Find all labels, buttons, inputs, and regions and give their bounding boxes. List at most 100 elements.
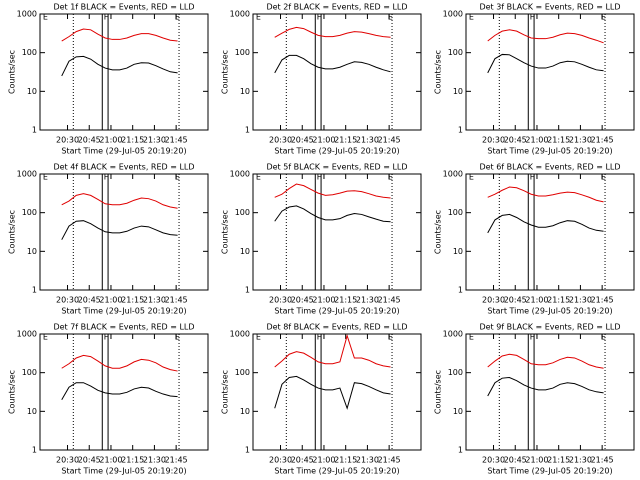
x-tick-label: 20:30 <box>269 136 292 145</box>
y-tick-label: 10 <box>27 87 37 96</box>
x-tick-label: 20:45 <box>291 136 314 145</box>
x-axis-label: Start Time (29-Jul-05 20:19:20) <box>61 467 186 476</box>
series-line <box>274 26 391 38</box>
chart-title: Det 3f BLACK = Events, RED = LLD <box>479 3 620 12</box>
y-tick-label: 1000 <box>443 170 463 179</box>
event-label: F <box>530 173 535 182</box>
x-tick-label: 20:30 <box>56 136 79 145</box>
x-tick-label: 21:15 <box>121 136 144 145</box>
chart-title: Det 5f BLACK = Events, RED = LLD <box>266 163 407 172</box>
event-label: E <box>43 173 48 182</box>
x-tick-label: 21:15 <box>334 136 357 145</box>
x-tick-label: 20:30 <box>269 456 292 465</box>
x-tick-label: 20:45 <box>78 136 101 145</box>
event-label: F <box>104 173 109 182</box>
event-label: F <box>104 13 109 22</box>
x-tick-label: 20:45 <box>291 456 314 465</box>
y-axis-label: Counts/sec <box>434 50 443 94</box>
x-tick-label: 21:45 <box>378 456 401 465</box>
y-axis-label: Counts/sec <box>8 50 17 94</box>
event-label: E <box>43 13 48 22</box>
event-label: E <box>256 13 261 22</box>
series-line <box>274 54 391 74</box>
event-label: E <box>469 13 474 22</box>
event-label: E <box>388 333 393 342</box>
y-tick-label: 100 <box>235 368 250 377</box>
plot-frame <box>39 13 209 131</box>
y-tick-label: 1000 <box>17 10 37 19</box>
y-tick-label: 1 <box>32 446 37 455</box>
y-tick-label: 1 <box>458 126 463 135</box>
event-label: E <box>175 333 180 342</box>
x-tick-label: 21:00 <box>525 456 548 465</box>
event-label: F <box>317 173 322 182</box>
chart-title: Det 7f BLACK = Events, RED = LLD <box>53 323 194 332</box>
y-tick-label: 1 <box>458 446 463 455</box>
y-tick-label: 100 <box>448 48 463 57</box>
plot-frame <box>465 13 635 131</box>
x-tick-label: 21:30 <box>356 456 379 465</box>
chart-title: Det 9f BLACK = Events, RED = LLD <box>479 323 620 332</box>
plot-frame <box>39 173 209 291</box>
plot-frame <box>465 173 635 291</box>
x-tick-label: 20:30 <box>56 456 79 465</box>
event-label: F <box>530 13 535 22</box>
x-tick-label: 21:30 <box>143 456 166 465</box>
x-tick-label: 21:30 <box>143 136 166 145</box>
y-tick-label: 1000 <box>17 330 37 339</box>
x-tick-label: 21:00 <box>525 136 548 145</box>
x-tick-label: 21:00 <box>99 136 122 145</box>
series-line <box>487 376 604 397</box>
y-tick-label: 100 <box>22 48 37 57</box>
event-label: E <box>388 13 393 22</box>
y-axis-label: Counts/sec <box>221 370 230 414</box>
y-tick-label: 1 <box>32 126 37 135</box>
event-label: E <box>601 333 606 342</box>
y-tick-label: 10 <box>27 407 37 416</box>
y-tick-label: 100 <box>235 48 250 57</box>
series-line <box>61 220 178 240</box>
plot-frame <box>465 333 635 451</box>
x-tick-label: 20:45 <box>504 136 527 145</box>
x-tick-label: 21:00 <box>312 136 335 145</box>
series-line <box>487 186 604 203</box>
event-label: E <box>469 173 474 182</box>
x-tick-label: 21:30 <box>569 456 592 465</box>
x-tick-label: 21:00 <box>312 296 335 305</box>
x-tick-label: 21:30 <box>143 296 166 305</box>
series-line <box>487 53 604 74</box>
x-tick-label: 21:15 <box>547 456 570 465</box>
x-tick-label: 21:15 <box>121 456 144 465</box>
x-tick-label: 21:45 <box>165 456 188 465</box>
x-axis-label: Start Time (29-Jul-05 20:19:20) <box>487 307 612 316</box>
y-tick-label: 1 <box>32 286 37 295</box>
y-tick-label: 1000 <box>443 330 463 339</box>
x-tick-label: 21:45 <box>591 296 614 305</box>
y-tick-label: 1000 <box>230 10 250 19</box>
y-tick-label: 10 <box>240 407 250 416</box>
y-tick-label: 10 <box>27 247 37 256</box>
y-tick-label: 1 <box>245 446 250 455</box>
x-tick-label: 20:45 <box>504 456 527 465</box>
series-line <box>487 29 604 44</box>
x-tick-label: 20:45 <box>78 456 101 465</box>
event-label: E <box>256 333 261 342</box>
y-tick-label: 100 <box>235 208 250 217</box>
x-tick-label: 21:30 <box>569 296 592 305</box>
x-tick-label: 21:45 <box>378 296 401 305</box>
x-tick-label: 20:30 <box>269 296 292 305</box>
y-axis-label: Counts/sec <box>434 370 443 414</box>
event-label: E <box>469 333 474 342</box>
plot-frame <box>39 333 209 451</box>
y-tick-label: 10 <box>240 247 250 256</box>
series-line <box>61 193 178 209</box>
y-tick-label: 1 <box>458 286 463 295</box>
x-tick-label: 20:30 <box>482 456 505 465</box>
chart-title: Det 6f BLACK = Events, RED = LLD <box>479 163 620 172</box>
chart-title: Det 2f BLACK = Events, RED = LLD <box>266 3 407 12</box>
x-tick-label: 21:45 <box>591 136 614 145</box>
series-line <box>61 55 178 77</box>
y-tick-label: 1000 <box>230 170 250 179</box>
event-label: E <box>601 173 606 182</box>
